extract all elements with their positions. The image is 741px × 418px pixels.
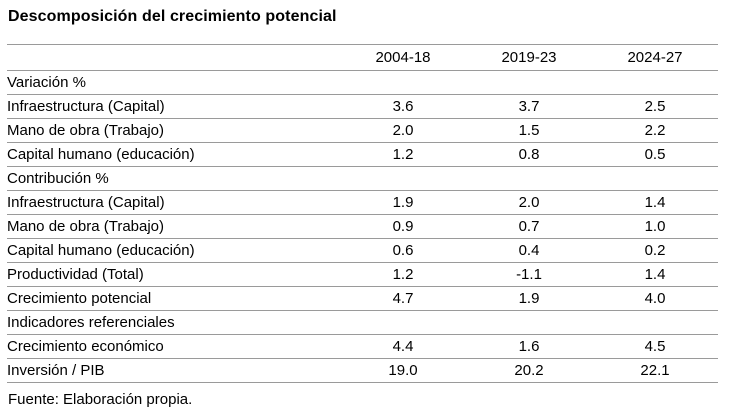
cell-value: 2.0 bbox=[392, 122, 414, 139]
row-label: Infraestructura (Capital) bbox=[7, 98, 165, 115]
cell-value: 1.4 bbox=[644, 194, 666, 211]
column-header-empty bbox=[7, 45, 340, 71]
cell-value: 4.5 bbox=[644, 338, 666, 355]
row-label: Inversión / PIB bbox=[7, 362, 105, 379]
table-row: Capital humano (educación) 1.2 0.8 0.5 bbox=[7, 143, 718, 167]
section-row: Variación % bbox=[7, 71, 718, 95]
section-label: Contribución % bbox=[7, 170, 109, 187]
cell-value: 0.2 bbox=[644, 242, 666, 259]
table-row: Mano de obra (Trabajo) 0.9 0.7 1.0 bbox=[7, 215, 718, 239]
cell-value: 0.5 bbox=[644, 146, 666, 163]
cell-value: 2.2 bbox=[644, 122, 666, 139]
row-label: Capital humano (educación) bbox=[7, 146, 195, 163]
table-row: Infraestructura (Capital) 3.6 3.7 2.5 bbox=[7, 95, 718, 119]
table-row: Inversión / PIB 19.0 20.2 22.1 bbox=[7, 359, 718, 383]
cell-value: 1.2 bbox=[392, 266, 414, 283]
table-header-row: 2004-18 2019-23 2024-27 bbox=[7, 45, 718, 71]
row-label: Mano de obra (Trabajo) bbox=[7, 218, 165, 235]
source-note: Fuente: Elaboración propia. bbox=[8, 391, 193, 408]
column-header-period-2: 2019-23 bbox=[501, 49, 557, 66]
cell-value: 0.7 bbox=[518, 218, 540, 235]
row-label: Productividad (Total) bbox=[7, 266, 144, 283]
cell-value: 1.2 bbox=[392, 146, 414, 163]
page-title: Descomposición del crecimiento potencial bbox=[8, 8, 337, 25]
section-row: Contribución % bbox=[7, 167, 718, 191]
cell-value: 3.6 bbox=[392, 98, 414, 115]
cell-value: 0.8 bbox=[518, 146, 540, 163]
growth-decomposition-table: 2004-18 2019-23 2024-27 Variación % Infr… bbox=[7, 44, 718, 383]
row-label: Crecimiento económico bbox=[7, 338, 164, 355]
table-row: Crecimiento potencial 4.7 1.9 4.0 bbox=[7, 287, 718, 311]
cell-value: 0.6 bbox=[392, 242, 414, 259]
cell-value: 1.6 bbox=[518, 338, 540, 355]
cell-value: 1.4 bbox=[644, 266, 666, 283]
cell-value: 0.4 bbox=[518, 242, 540, 259]
cell-value: 1.0 bbox=[644, 218, 666, 235]
column-header-period-1: 2004-18 bbox=[375, 49, 431, 66]
row-label: Capital humano (educación) bbox=[7, 242, 195, 259]
cell-value: -1.1 bbox=[516, 266, 542, 283]
row-label: Crecimiento potencial bbox=[7, 290, 152, 307]
cell-value: 4.7 bbox=[392, 290, 414, 307]
cell-value: 20.2 bbox=[514, 362, 544, 379]
cell-value: 19.0 bbox=[388, 362, 418, 379]
row-label: Mano de obra (Trabajo) bbox=[7, 122, 165, 139]
cell-value: 4.0 bbox=[644, 290, 666, 307]
column-header-period-3: 2024-27 bbox=[627, 49, 683, 66]
table-row: Infraestructura (Capital) 1.9 2.0 1.4 bbox=[7, 191, 718, 215]
cell-value: 1.9 bbox=[518, 290, 540, 307]
table-row: Productividad (Total) 1.2 -1.1 1.4 bbox=[7, 263, 718, 287]
table-row: Mano de obra (Trabajo) 2.0 1.5 2.2 bbox=[7, 119, 718, 143]
table-row: Crecimiento económico 4.4 1.6 4.5 bbox=[7, 335, 718, 359]
cell-value: 2.0 bbox=[518, 194, 540, 211]
cell-value: 0.9 bbox=[392, 218, 414, 235]
cell-value: 3.7 bbox=[518, 98, 540, 115]
cell-value: 1.9 bbox=[392, 194, 414, 211]
section-label: Indicadores referenciales bbox=[7, 314, 175, 331]
row-label: Infraestructura (Capital) bbox=[7, 194, 165, 211]
table-row: Capital humano (educación) 0.6 0.4 0.2 bbox=[7, 239, 718, 263]
cell-value: 22.1 bbox=[640, 362, 670, 379]
section-row: Indicadores referenciales bbox=[7, 311, 718, 335]
cell-value: 1.5 bbox=[518, 122, 540, 139]
cell-value: 2.5 bbox=[644, 98, 666, 115]
cell-value: 4.4 bbox=[392, 338, 414, 355]
section-label: Variación % bbox=[7, 74, 86, 91]
